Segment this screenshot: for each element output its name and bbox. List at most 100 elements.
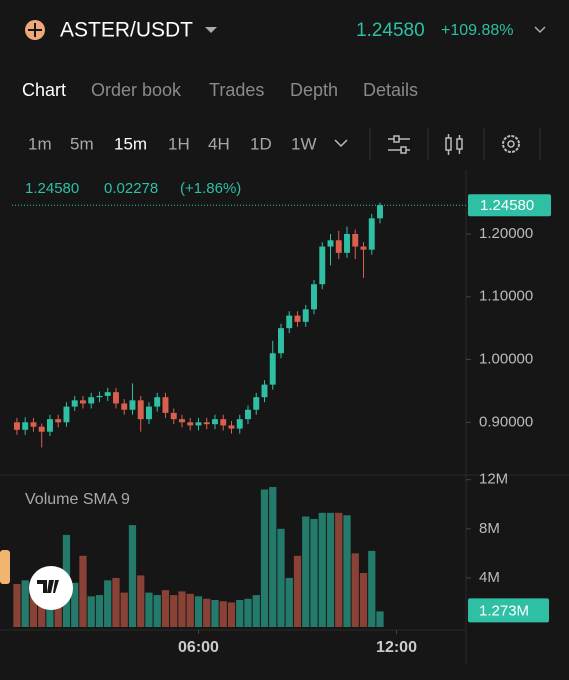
volume-bar xyxy=(21,580,29,627)
candle-body xyxy=(212,419,218,425)
candle-body xyxy=(253,397,260,410)
volume-bar xyxy=(335,512,343,627)
candle-body xyxy=(335,240,342,253)
volume-bar xyxy=(38,597,46,627)
legend-close: 1.24580 xyxy=(25,180,79,197)
candle-body xyxy=(278,328,284,354)
interval[interactable]: 1m xyxy=(28,134,52,153)
tab[interactable]: Chart xyxy=(22,80,66,100)
icon xyxy=(400,146,407,154)
intervals: 1m 5m 15m 1H 4H 1D 1W xyxy=(28,134,317,153)
pair-name: ASTER/USDT xyxy=(60,19,193,42)
candle-body xyxy=(352,234,359,247)
interval[interactable]: 4H xyxy=(208,134,230,153)
candle-body xyxy=(137,400,144,420)
volume-bar xyxy=(252,595,260,627)
volume-title: Volume SMA 9 xyxy=(25,491,130,508)
volume-bar xyxy=(368,550,376,627)
volume-bar xyxy=(112,577,120,627)
tab[interactable]: Trades xyxy=(209,80,264,100)
candle-body xyxy=(245,409,251,420)
candle-body xyxy=(79,400,86,404)
tab[interactable]: Order book xyxy=(91,80,182,100)
volume-bar xyxy=(145,592,153,627)
volume-bar xyxy=(71,582,79,627)
volume-bar xyxy=(219,601,227,627)
candle-body xyxy=(327,240,334,247)
volume-bar xyxy=(277,528,285,627)
volume-bar xyxy=(310,518,318,627)
candle-body xyxy=(302,309,309,322)
candle-body xyxy=(146,406,152,420)
volume-bar xyxy=(13,584,21,627)
tab[interactable]: Details xyxy=(363,80,418,100)
volume-bar xyxy=(285,577,293,627)
y-tick-label: 1.00000 xyxy=(479,351,533,368)
candle-body xyxy=(179,419,185,423)
candle-body xyxy=(170,412,177,420)
candle-body xyxy=(55,419,62,423)
interval[interactable]: 1D xyxy=(250,134,272,153)
x-tick-label: 06:00 xyxy=(178,639,219,656)
volume-bar xyxy=(351,553,359,627)
candle-body xyxy=(71,400,78,407)
y2-tick-label: 4M xyxy=(479,569,500,586)
icon xyxy=(507,140,515,148)
tabs: Chart Order book Trades Depth Details xyxy=(22,80,418,100)
candle-body xyxy=(112,392,119,404)
candle-body xyxy=(129,400,136,410)
candle-body xyxy=(187,422,194,426)
interval[interactable]: 15m xyxy=(114,134,147,153)
volume-bar xyxy=(161,590,170,627)
tv-logo xyxy=(29,566,73,610)
interval[interactable]: 1H xyxy=(168,134,190,153)
volume-bar xyxy=(376,611,384,627)
candle-body xyxy=(195,422,202,426)
expand-arrow[interactable] xyxy=(534,26,546,34)
volume-bar xyxy=(302,516,310,627)
candle-body xyxy=(96,395,103,398)
candle-body xyxy=(368,218,375,250)
volume-bar xyxy=(318,512,326,627)
interval[interactable]: 1W xyxy=(291,134,317,153)
volume-bar xyxy=(137,575,145,627)
volume-tag: 1.273M xyxy=(479,602,529,619)
volume-bar xyxy=(203,598,211,627)
tab[interactable]: Depth xyxy=(290,80,338,100)
icon xyxy=(502,135,520,153)
volume-bar xyxy=(326,512,335,627)
candle-body xyxy=(154,397,161,407)
volume-bar xyxy=(120,592,128,627)
volume-bar xyxy=(29,587,38,627)
candle-body xyxy=(46,419,53,432)
more-intervals[interactable] xyxy=(334,139,348,148)
icon xyxy=(447,134,461,155)
volume-bar xyxy=(79,555,87,627)
candle-body xyxy=(311,284,317,310)
chart-type-button[interactable] xyxy=(445,134,463,155)
candle-body xyxy=(344,234,350,253)
candle-body xyxy=(30,422,37,427)
candle-body xyxy=(269,353,276,385)
y2-tick-label: 12M xyxy=(479,471,508,488)
settings-button[interactable] xyxy=(502,135,520,153)
volume-bar xyxy=(260,489,269,627)
candle-body xyxy=(286,315,293,329)
volume-tag-bg xyxy=(468,598,549,623)
price-tag-bg xyxy=(468,194,551,217)
candle-body xyxy=(220,419,227,426)
pair-selector[interactable]: ASTER/USDT xyxy=(25,19,217,42)
candle-body xyxy=(22,422,29,430)
candle-body xyxy=(261,384,268,398)
indicators-button[interactable] xyxy=(388,135,410,154)
interval[interactable]: 5m xyxy=(70,134,94,153)
volume-bar xyxy=(227,602,236,627)
candle-body xyxy=(121,403,128,410)
x-tick-label: 12:00 xyxy=(376,639,417,656)
candle-body xyxy=(236,419,243,429)
candle-body xyxy=(377,205,383,219)
candle-body xyxy=(228,425,235,429)
side-handle[interactable] xyxy=(0,550,10,584)
